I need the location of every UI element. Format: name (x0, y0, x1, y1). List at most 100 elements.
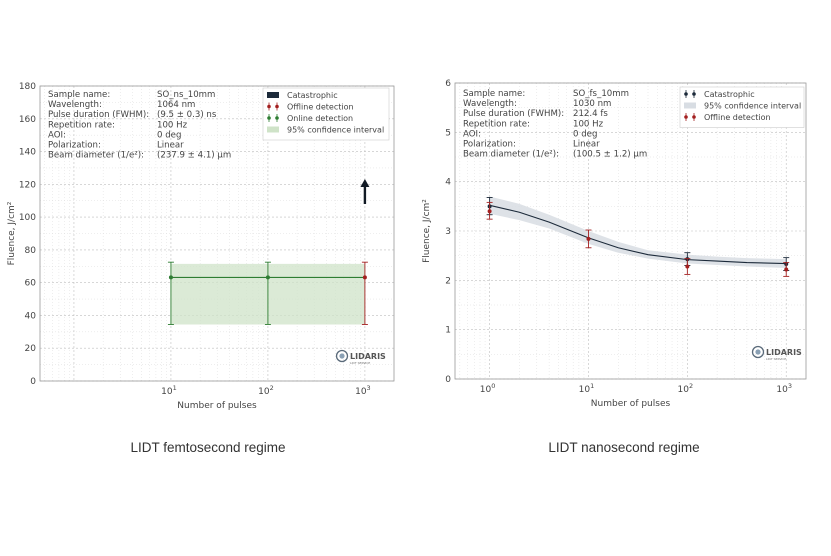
data-point-offline (487, 209, 492, 214)
legend-swatch-ci (684, 102, 696, 109)
chart-nanosecond: 0 1 2 3 4 5 6 100 101 102 103 Number of pulses Fluen… (422, 79, 807, 409)
confidence-band (489, 196, 787, 268)
info-label: Beam diameter (1/e²): (48, 151, 144, 161)
y-tick-label: 2 (445, 276, 451, 286)
caption-femtosecond: LIDT femtosecond regime (130, 440, 286, 455)
x-tick-label: 101 (161, 384, 177, 397)
y-tick-label: 5 (445, 128, 451, 138)
legend-label-catastrophic: Catastrophic (704, 90, 755, 99)
data-point-offline (586, 236, 591, 241)
y-tick-label: 4 (445, 178, 451, 188)
info-value: Linear (157, 141, 184, 151)
x-tick-label: 103 (355, 384, 371, 397)
legend-marker-offline (275, 104, 279, 109)
legend-marker-offline (267, 104, 271, 109)
y-tick-label: 0 (30, 377, 36, 387)
x-tick-label: 100 (480, 382, 496, 395)
right-chart-panel: 0 1 2 3 4 5 6 100 101 102 103 Number of pulses Fluen… (416, 0, 831, 556)
info-label: Wavelength: (48, 100, 102, 110)
info-value: 0 deg (157, 130, 181, 140)
y-tick-label: 120 (19, 180, 36, 190)
caption-nanosecond: LIDT nanosecond regime (548, 440, 700, 455)
x-tick-label: 102 (678, 382, 694, 395)
info-label: AOI: (48, 130, 66, 140)
legend-marker-offline (692, 115, 696, 119)
x-axis-label: Number of pulses (591, 399, 671, 409)
y-axis-label: Fluence, J/cm² (7, 201, 17, 265)
y-tick-label: 160 (19, 115, 36, 125)
logo-core-icon (339, 353, 345, 359)
logo-ring-icon (335, 349, 349, 363)
info-value: 100 Hz (573, 119, 604, 129)
plot-frame (39, 85, 395, 382)
y-tick-label: 180 (19, 82, 36, 92)
fit-line (489, 204, 787, 265)
logo-core-icon (755, 349, 761, 355)
info-value: SO_fs_10mm (573, 89, 629, 99)
plot-frame (454, 82, 807, 380)
info-label: Polarization: (48, 141, 101, 151)
y-tick-label: 3 (445, 227, 451, 237)
legend-label-online: Online detection (287, 114, 353, 123)
info-value: 1064 nm (157, 100, 195, 110)
legend-swatch-catastrophic (267, 92, 279, 98)
legend-label-ci: 95% confidence interval (704, 102, 801, 111)
info-label: AOI: (463, 129, 481, 139)
logo-ring-icon (751, 345, 765, 359)
x-axis-label: Number of pulses (177, 401, 257, 411)
info-value: 100 Hz (157, 120, 188, 130)
info-label: Pulse duration (FWHM): (48, 110, 149, 120)
info-value: SO_ns_10mm (157, 90, 215, 100)
y-tick-label: 140 (19, 148, 36, 158)
y-axis-label: Fluence, J/cm² (422, 199, 432, 263)
info-value: (100.5 ± 1.2) µm (573, 150, 647, 160)
legend-marker-online (267, 116, 271, 120)
info-value: 1030 nm (573, 99, 611, 109)
y-tick-label: 40 (25, 311, 37, 321)
x-tick-label: 103 (776, 382, 792, 395)
x-tick-label: 101 (579, 382, 595, 395)
data-point-offline (784, 267, 789, 272)
left-chart-panel: 0 20 40 60 80 100 120 140 160 180 101 102 103 Number … (0, 0, 415, 556)
y-tick-label: 1 (445, 326, 451, 336)
info-value: (9.5 ± 0.3) ns (157, 110, 217, 120)
data-point-online (168, 275, 173, 280)
y-tick-label: 0 (445, 375, 451, 385)
legend-label-offline: Offline detection (704, 113, 771, 122)
data-point-online (265, 275, 270, 280)
legend-label-catastrophic: Catastrophic (287, 91, 338, 100)
chart-femtosecond: 0 20 40 60 80 100 120 140 160 180 101 102 103 Number … (7, 82, 395, 411)
info-label: Polarization: (463, 140, 516, 150)
logo-name: LIDARIS (350, 352, 386, 361)
data-point-offline (685, 264, 690, 269)
y-tick-label: 60 (25, 279, 37, 289)
legend-marker-catastrophic (684, 92, 688, 96)
info-label: Repetition rate: (48, 120, 115, 130)
legend-marker-catastrophic (692, 92, 696, 96)
info-label: Sample name: (48, 90, 110, 100)
data-point-offline (362, 275, 367, 280)
legend-label-ci: 95% confidence interval (287, 126, 384, 135)
info-label: Repetition rate: (463, 119, 530, 129)
info-value: (237.9 ± 4.1) µm (157, 151, 231, 161)
info-label: Sample name: (463, 89, 525, 99)
info-value: 212.4 fs (573, 109, 608, 119)
info-label: Pulse duration (FWHM): (463, 109, 564, 119)
x-tick-label: 102 (258, 384, 274, 397)
info-value: Linear (573, 140, 600, 150)
legend-marker-online (275, 116, 279, 120)
legend-box (262, 87, 390, 141)
y-tick-label: 20 (25, 344, 37, 354)
legend-swatch-ci (267, 126, 279, 133)
legend-marker-offline (684, 115, 688, 119)
info-label: Wavelength: (463, 99, 517, 109)
y-tick-label: 80 (25, 246, 37, 256)
arrow-head (360, 179, 370, 188)
logo-subtitle: LIDT SERVICE (350, 361, 370, 365)
logo-subtitle: LIDT SERVICE (766, 357, 786, 361)
y-tick-label: 6 (445, 79, 451, 89)
legend-box (679, 86, 805, 128)
logo-name: LIDARIS (766, 348, 802, 357)
